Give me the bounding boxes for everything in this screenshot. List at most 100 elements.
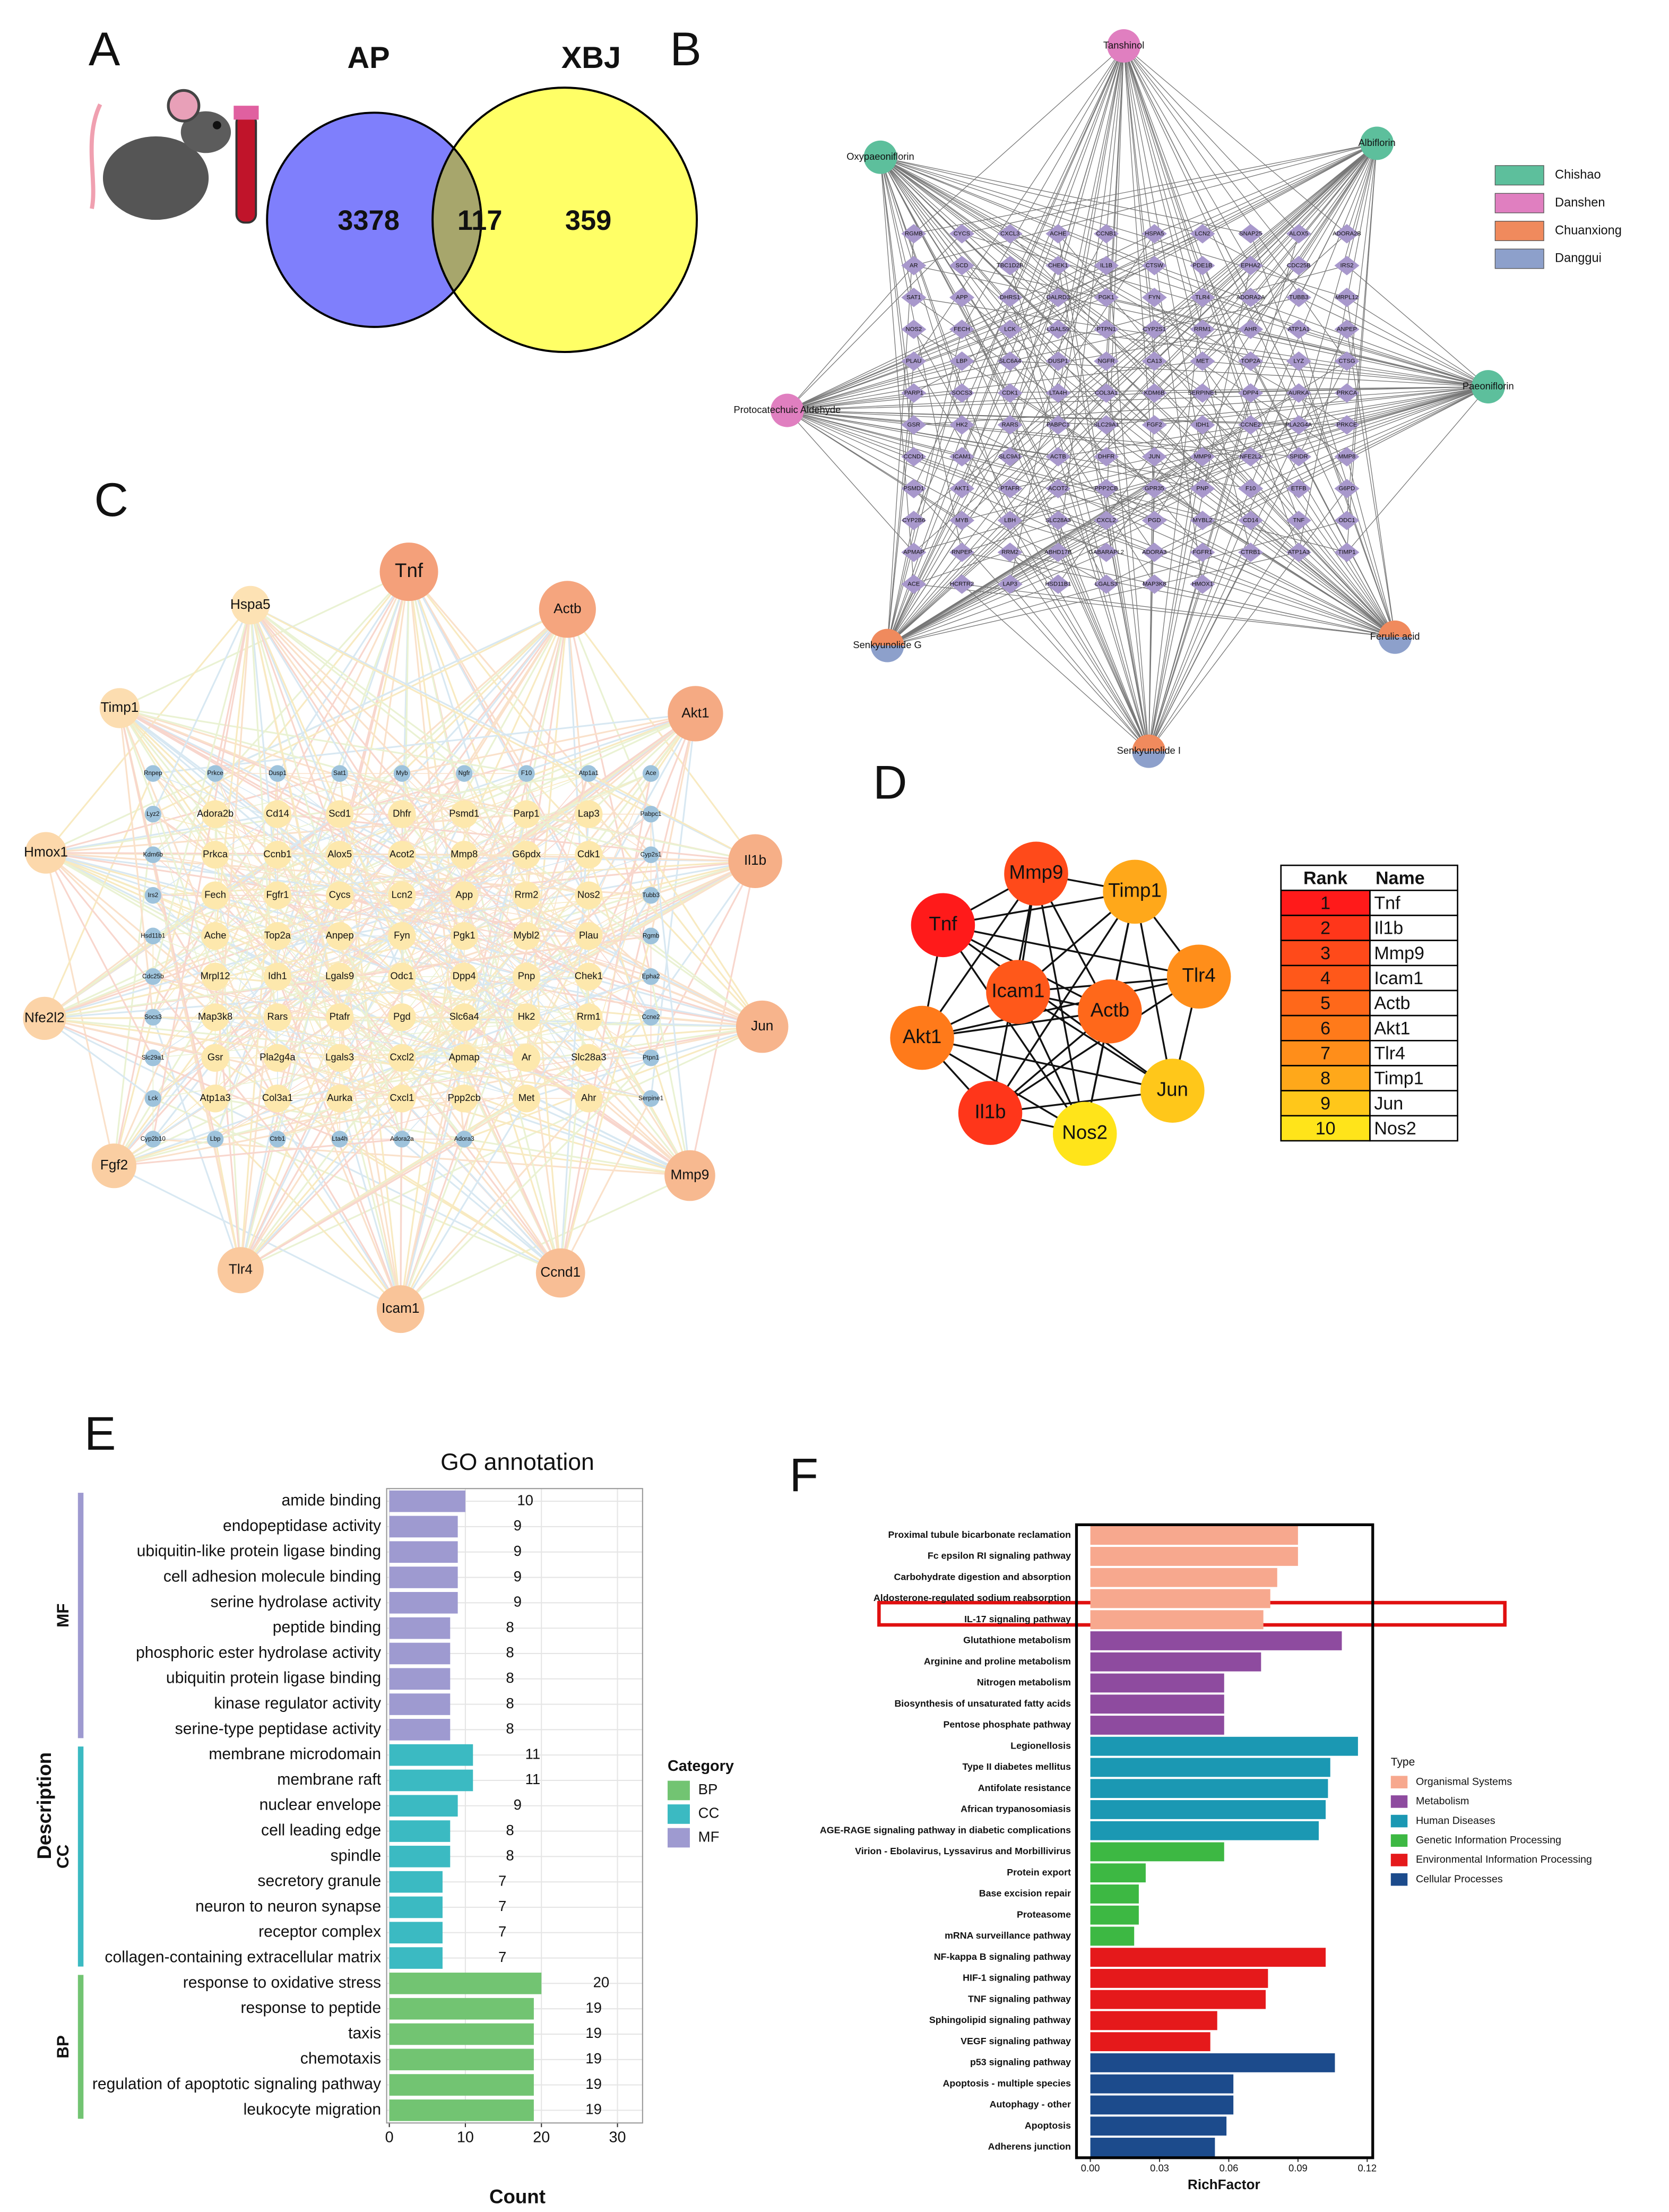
target-label: ODC1 xyxy=(1338,517,1355,523)
category-label: regulation of apoptotic signaling pathwa… xyxy=(92,2076,381,2093)
table-name-cell xyxy=(1369,1040,1458,1066)
edge xyxy=(787,410,1251,458)
table-cell: 8 xyxy=(1320,1069,1330,1089)
edge xyxy=(880,157,1106,330)
gene-node xyxy=(144,886,162,904)
edge xyxy=(1154,265,1489,388)
category-label: serine-type peptidase activity xyxy=(175,1720,381,1737)
edge xyxy=(1058,360,1396,638)
region-count: 3378 xyxy=(338,205,400,236)
compound-node xyxy=(1360,126,1394,160)
mouse-icon xyxy=(89,89,259,224)
category-label: TNF signaling pathway xyxy=(968,1993,1071,2004)
bar xyxy=(389,1922,443,1944)
target-node xyxy=(1190,574,1215,594)
venn-outline xyxy=(266,111,482,328)
edge xyxy=(1134,891,1174,1091)
edge xyxy=(1058,393,1149,752)
edge xyxy=(559,773,652,1273)
category-label: HIF-1 signaling pathway xyxy=(963,1973,1071,1983)
gene-label: Top2a xyxy=(264,929,291,941)
hub-label: Tlr4 xyxy=(229,1261,253,1277)
gene-node xyxy=(144,968,162,985)
target-node xyxy=(1334,479,1360,498)
target-node xyxy=(1238,447,1264,467)
edge xyxy=(277,1098,402,1140)
edge xyxy=(887,520,914,646)
edge xyxy=(962,143,1378,489)
gene-label: Ngfr xyxy=(459,770,470,777)
edge xyxy=(1105,488,1149,752)
target-node xyxy=(1094,479,1119,498)
gene-label: Prkce xyxy=(207,770,224,777)
edge xyxy=(962,265,1396,638)
edge xyxy=(887,457,1010,646)
category-label: endopeptidase activity xyxy=(223,1517,381,1535)
edge xyxy=(787,392,1155,411)
target-label: PSMD1 xyxy=(904,485,924,492)
hub-node xyxy=(890,1005,954,1070)
target-node xyxy=(1238,287,1264,307)
edge xyxy=(277,854,527,896)
gene-node xyxy=(201,840,229,869)
edge xyxy=(401,935,561,1273)
blood-tube xyxy=(235,113,257,224)
compound-label: Protocatechuic Aldehyde xyxy=(734,404,841,415)
target-label: EPHA2 xyxy=(1241,262,1260,269)
target-label: CCNE2 xyxy=(1241,421,1261,428)
target-label: HSPA5 xyxy=(1145,230,1164,237)
edge xyxy=(277,976,589,1099)
compound-label: Senkyunolide I xyxy=(1117,745,1181,756)
edge xyxy=(559,713,696,1273)
category-label: Base excision repair xyxy=(979,1888,1071,1899)
compound-label: Senkyunolide G xyxy=(853,639,921,650)
edge xyxy=(787,410,1010,489)
venn-outline xyxy=(431,87,698,354)
edge xyxy=(152,713,696,1099)
edge xyxy=(887,360,1155,646)
bar xyxy=(389,1820,451,1842)
edge xyxy=(1106,143,1377,266)
target-label: RRM1 xyxy=(1194,326,1211,332)
edge xyxy=(942,924,1199,978)
edge xyxy=(942,891,1135,926)
gene-label: Ptafr xyxy=(330,1011,350,1022)
edge xyxy=(887,392,1107,646)
target-label: HMOX1 xyxy=(1192,581,1213,587)
gene-node xyxy=(325,1044,354,1072)
bar xyxy=(1090,1610,1264,1630)
gene-label: Ctrb1 xyxy=(270,1135,285,1142)
edge xyxy=(249,605,527,1058)
edge xyxy=(587,713,696,977)
target-label: SLC9A1 xyxy=(999,453,1021,460)
bar xyxy=(1090,2116,1227,2136)
hub-label: Tnf xyxy=(395,560,423,581)
target-label: PARP1 xyxy=(904,390,923,396)
target-label: FYN xyxy=(1148,294,1161,300)
edge xyxy=(1106,297,1489,388)
compound-node xyxy=(770,393,804,427)
edge xyxy=(962,386,1489,553)
gene-label: Pnp xyxy=(518,970,535,982)
gene-node xyxy=(331,765,348,782)
gene-label: Lck xyxy=(148,1095,158,1101)
edge xyxy=(44,813,589,1019)
edge xyxy=(1154,424,1396,638)
edge xyxy=(567,608,756,862)
edge xyxy=(1058,46,1125,393)
edge xyxy=(276,608,568,896)
target-label: GABARAPL2 xyxy=(1088,549,1124,555)
gene-label: Prkca xyxy=(203,848,228,859)
gene-label: Cyp2b10 xyxy=(141,1135,166,1142)
legend-swatch xyxy=(668,1804,690,1824)
edge xyxy=(1058,386,1489,458)
bar xyxy=(389,2074,534,2096)
gene-node xyxy=(575,1044,603,1072)
gene-node xyxy=(144,1049,162,1066)
edge xyxy=(249,605,403,977)
edge xyxy=(214,608,568,774)
edge xyxy=(276,1138,402,1310)
category-label: nuclear envelope xyxy=(260,1796,381,1814)
target-node xyxy=(1142,223,1167,244)
bar xyxy=(389,1896,443,1918)
